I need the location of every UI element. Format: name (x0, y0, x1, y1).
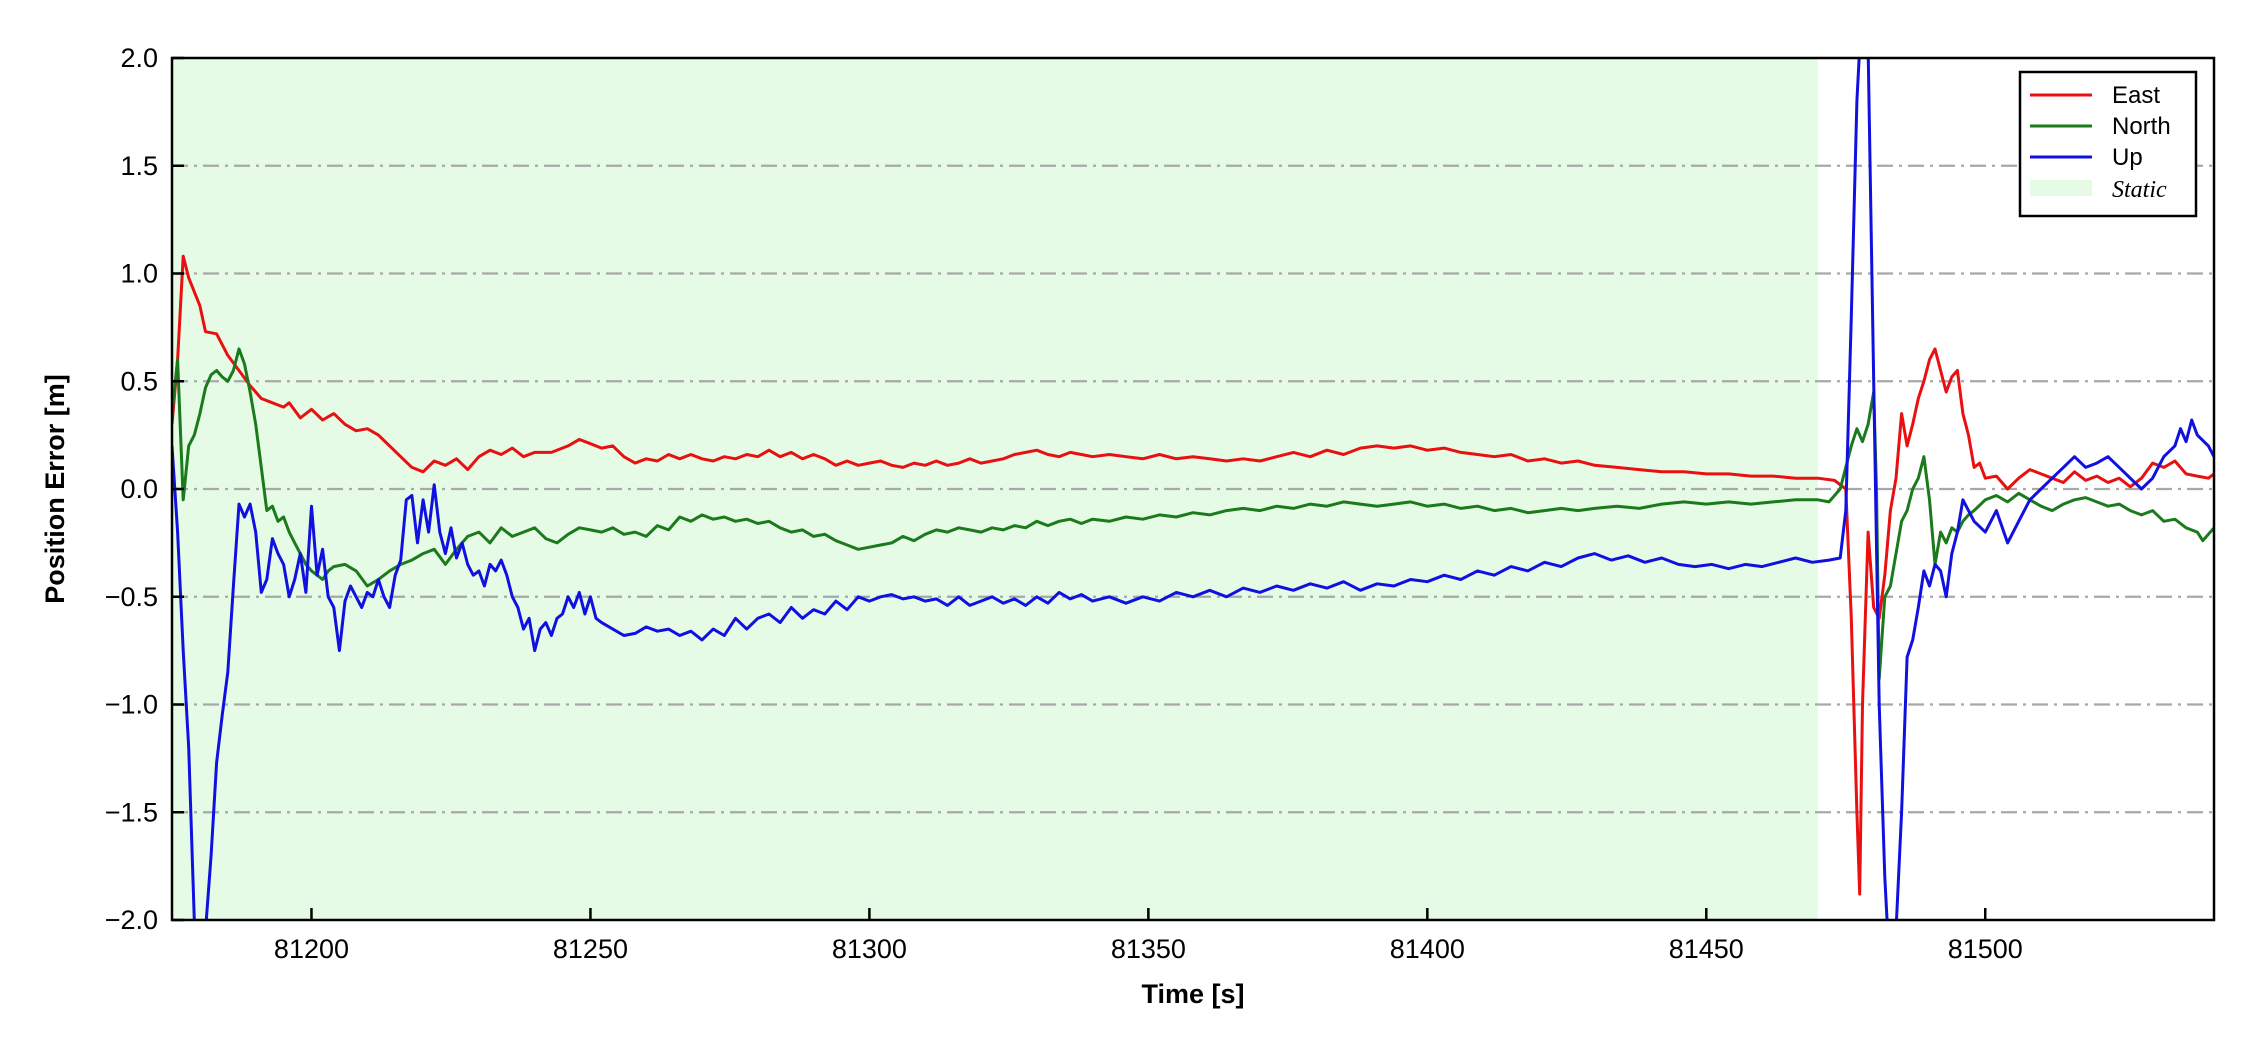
x-tick-label: 81450 (1669, 934, 1744, 964)
x-tick-label: 81350 (1111, 934, 1186, 964)
legend-label-east: East (2112, 82, 2160, 109)
x-tick-label: 81200 (274, 934, 349, 964)
y-tick-label: 2.0 (120, 43, 158, 73)
legend-label-static: Static (2112, 177, 2167, 203)
series-line-north (172, 347, 2214, 681)
x-tick-label: 81500 (1948, 934, 2023, 964)
y-tick-label: −1.0 (105, 690, 158, 720)
legend-label-up: Up (2112, 144, 2143, 171)
legend: East North Up Static (2018, 70, 2198, 218)
y-tick-label: 0.0 (120, 474, 158, 504)
legend-swatch-static (2030, 180, 2092, 196)
series-line-east (172, 254, 2214, 896)
y-tick-label: −1.5 (105, 797, 158, 827)
y-tick-label: −2.0 (105, 905, 158, 935)
x-axis-title: Time [s] (1141, 979, 1244, 1009)
y-tick-label: −0.5 (105, 582, 158, 612)
x-tick-label: 81250 (553, 934, 628, 964)
x-tick-label: 81300 (832, 934, 907, 964)
axis-ticks: 2.0 1.5 1.0 0.5 0.0 −0.5 −1.0 −1.5 −2.0 81200 8125… (105, 43, 2023, 964)
series-line-up (172, 58, 2214, 920)
legend-label-north: North (2112, 113, 2171, 140)
y-tick-label: 1.0 (120, 259, 158, 289)
y-tick-label: 1.5 (120, 151, 158, 181)
x-tick-label: 81400 (1390, 934, 1465, 964)
y-axis-title: Position Error [m] (40, 374, 70, 604)
y-tick-label: 0.5 (120, 366, 158, 396)
series-lines (172, 58, 2214, 920)
